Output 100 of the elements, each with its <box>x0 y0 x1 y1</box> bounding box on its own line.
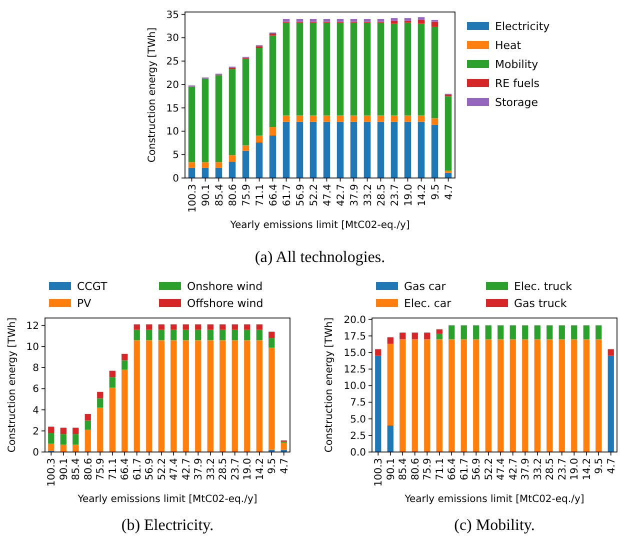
bar <box>310 122 317 178</box>
x-tick-label: 52.2 <box>156 458 168 480</box>
bar <box>72 444 79 452</box>
bar <box>546 325 553 340</box>
x-tick-label: 9.5 <box>594 458 606 474</box>
x-tick-label: 28.5 <box>545 458 556 480</box>
y-axis-title: Construction energy [TWh] <box>7 317 18 453</box>
x-tick-label: 14.2 <box>254 458 266 480</box>
bar <box>404 18 412 21</box>
y-axis-title: Construction energy [TWh] <box>147 27 158 163</box>
bar <box>122 360 128 370</box>
bar <box>195 324 202 330</box>
bar <box>336 122 344 178</box>
x-tick-label: 9.5 <box>430 184 442 200</box>
bar <box>256 330 262 340</box>
bar <box>608 356 614 452</box>
bar <box>377 19 384 22</box>
bar <box>182 330 189 340</box>
x-tick-label: 71.1 <box>254 184 266 206</box>
bar <box>48 444 54 451</box>
x-tick-label: 66.4 <box>268 184 280 206</box>
bar <box>364 19 371 22</box>
x-tick-label: 42.7 <box>181 458 192 480</box>
bar <box>596 325 602 340</box>
bar <box>207 324 214 330</box>
bar <box>404 122 412 178</box>
x-tick-label: 9.5 <box>267 458 278 474</box>
bar <box>431 124 438 178</box>
x-tick-label: 90.1 <box>386 458 397 480</box>
bar <box>97 398 104 408</box>
x-tick-label: 100.3 <box>46 458 58 487</box>
bar <box>510 325 516 340</box>
x-tick-label: 71.1 <box>108 458 119 480</box>
x-tick-label: 66.4 <box>120 458 132 480</box>
y-tick-label: 20 <box>166 80 179 91</box>
bar <box>256 135 263 142</box>
bar <box>244 324 250 330</box>
bar <box>269 135 276 178</box>
x-tick-label: 90.1 <box>200 184 212 206</box>
x-tick-label: 80.6 <box>83 458 94 480</box>
bar <box>60 434 66 445</box>
bar <box>448 339 455 452</box>
legend-label: Onshore wind <box>187 280 263 293</box>
bar <box>202 78 209 162</box>
x-tick-label: 100.3 <box>374 458 385 487</box>
x-tick-label: 14.2 <box>582 458 593 480</box>
bar <box>228 69 236 156</box>
x-tick-label: 4.7 <box>606 458 618 474</box>
legend-label: Offshore wind <box>187 297 264 310</box>
y-tick-label: 20.0 <box>344 314 366 326</box>
x-tick-label: 75.9 <box>241 184 252 206</box>
bar <box>158 340 164 452</box>
bar <box>48 433 54 444</box>
bar <box>72 428 79 434</box>
x-tick-label: 85.4 <box>71 458 82 480</box>
x-tick-label: 4.7 <box>444 184 455 200</box>
bar <box>390 24 398 116</box>
bar <box>296 19 304 22</box>
bar <box>310 22 317 116</box>
bar <box>134 324 140 330</box>
x-tick-label: 37.9 <box>520 458 532 480</box>
bar <box>232 330 238 340</box>
bar <box>583 325 590 340</box>
x-tick-label: 80.6 <box>410 458 422 480</box>
bar <box>485 325 492 340</box>
bar <box>498 325 504 340</box>
bar <box>377 22 384 116</box>
bar <box>377 122 384 178</box>
bar <box>375 356 382 452</box>
legend-label: RE fuels <box>495 77 540 90</box>
bar <box>522 339 528 452</box>
y-tick-label: 10 <box>26 342 39 353</box>
x-tick-label: 28.5 <box>376 184 388 206</box>
y-tick-label: 0 <box>172 174 179 184</box>
bar <box>387 425 394 452</box>
x-axis-title: Yearly emissions limit [MtC02-eq./y] <box>404 494 584 505</box>
bar <box>418 20 425 24</box>
bar <box>109 388 116 452</box>
legend-label: Electricity <box>495 20 550 33</box>
bar <box>282 115 290 122</box>
bar <box>215 162 222 168</box>
x-tick-label: 52.2 <box>308 184 320 206</box>
legend-label: Mobility <box>495 58 539 71</box>
bar <box>404 115 412 122</box>
legend-label: Elec. truck <box>514 280 573 293</box>
y-tick-label: 2 <box>32 426 39 438</box>
text: (a) All technologies. <box>254 249 386 266</box>
bar <box>256 142 263 178</box>
x-tick-label: 4.7 <box>279 458 290 474</box>
y-tick-label: 17.5 <box>344 331 366 342</box>
text: (c) Mobility. <box>454 517 535 534</box>
bar <box>336 19 344 22</box>
bar <box>534 325 540 340</box>
x-tick-label: 66.4 <box>447 458 458 480</box>
bar <box>146 330 152 340</box>
legend-label: PV <box>77 297 92 310</box>
bar <box>282 22 290 116</box>
bar <box>232 340 238 452</box>
bar <box>256 48 263 136</box>
legend-label: CCGT <box>77 280 108 293</box>
